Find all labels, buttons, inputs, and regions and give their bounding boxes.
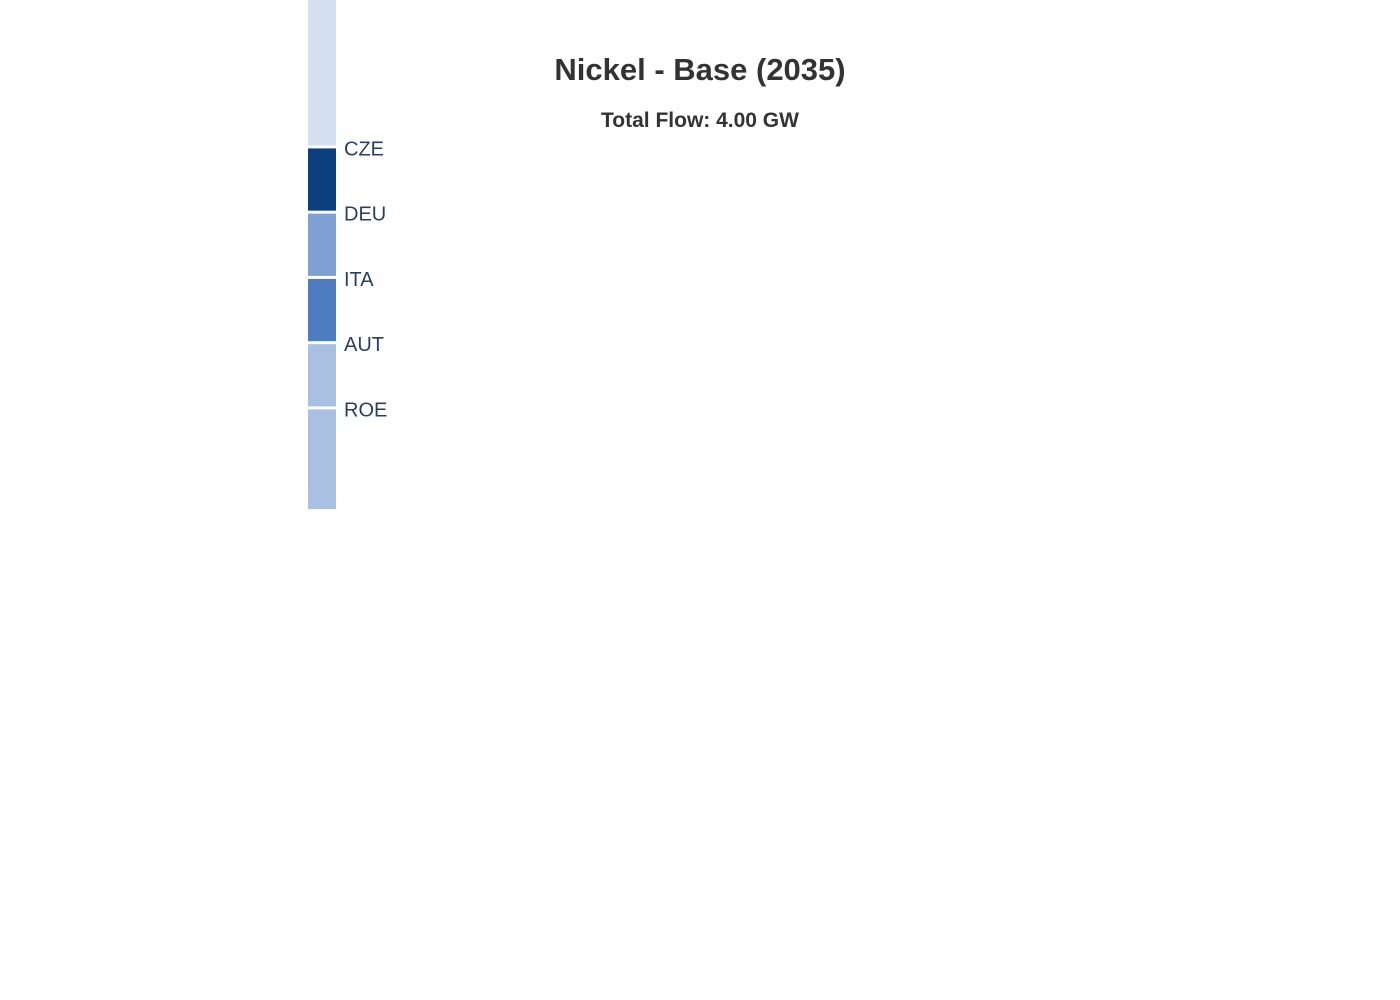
sankey-node-roe[interactable]: [308, 409, 336, 509]
sankey-node-label: CZE: [344, 138, 384, 160]
sankey-node-label: AUT: [344, 334, 384, 356]
sankey-node-deu[interactable]: [308, 213, 336, 276]
chart-title: Nickel - Base (2035): [554, 52, 845, 87]
chart-subtitle: Total Flow: 4.00 GW: [601, 109, 799, 132]
sankey-node-label: ROE: [344, 399, 387, 421]
sankey-node-aut[interactable]: [308, 344, 336, 407]
sankey-node-label: ITA: [344, 269, 374, 291]
sankey-node-label: DEU: [344, 204, 386, 226]
sankey-nodes: CZE DEU ITA AUT ROE: [308, 0, 387, 509]
sankey-node-ita[interactable]: [308, 278, 336, 342]
sankey-node-cze[interactable]: [308, 148, 336, 211]
sankey-node-unlabeled[interactable]: [308, 0, 336, 146]
